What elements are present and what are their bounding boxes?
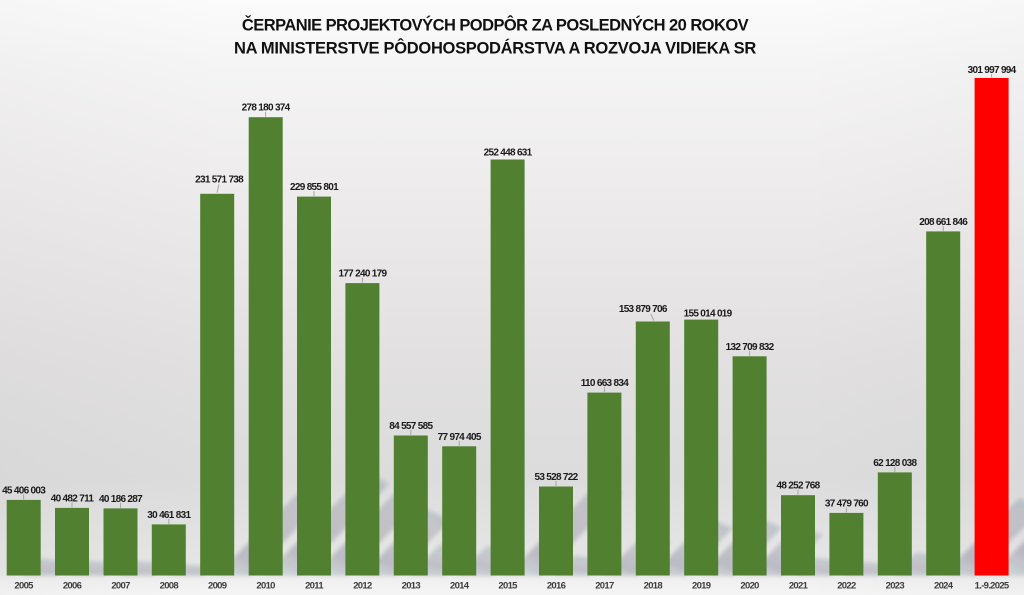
svg-text:208 661 846: 208 661 846 [919, 217, 968, 228]
svg-text:NA MINISTERSTVE PÔDOHOSPODÁRST: NA MINISTERSTVE PÔDOHOSPODÁRSTVA A ROZVO… [234, 39, 756, 58]
svg-text:30 461 831: 30 461 831 [147, 510, 191, 521]
svg-text:2006: 2006 [63, 581, 82, 592]
svg-text:37 479 760: 37 479 760 [825, 498, 869, 509]
svg-text:2007: 2007 [111, 581, 130, 592]
svg-text:2017: 2017 [595, 581, 614, 592]
svg-text:153 879 706: 153 879 706 [619, 304, 668, 315]
svg-text:45 406 003: 45 406 003 [2, 485, 46, 496]
svg-text:84 557 585: 84 557 585 [389, 421, 433, 432]
svg-text:40 186 287: 40 186 287 [99, 494, 143, 505]
svg-text:2024: 2024 [934, 581, 954, 592]
svg-text:48 252 768: 48 252 768 [776, 481, 820, 492]
svg-text:2009: 2009 [208, 581, 227, 592]
svg-text:ČERPANIE PROJEKTOVÝCH PODPÔR Z: ČERPANIE PROJEKTOVÝCH PODPÔR ZA POSLEDNÝ… [242, 16, 749, 35]
svg-text:2022: 2022 [837, 581, 856, 592]
svg-text:110 663 834: 110 663 834 [581, 378, 629, 389]
svg-text:252 448 631: 252 448 631 [484, 148, 533, 159]
svg-text:2021: 2021 [789, 581, 809, 592]
svg-text:2016: 2016 [547, 581, 566, 592]
svg-text:177 240 179: 177 240 179 [338, 269, 387, 280]
svg-text:301 997 994: 301 997 994 [968, 65, 1017, 76]
svg-text:2005: 2005 [14, 581, 34, 592]
svg-text:132 709 832: 132 709 832 [726, 342, 775, 353]
svg-text:2023: 2023 [886, 581, 905, 592]
svg-text:231 571 738: 231 571 738 [195, 174, 244, 185]
svg-text:2014: 2014 [450, 581, 470, 592]
svg-text:53 528 722: 53 528 722 [534, 472, 578, 483]
svg-text:2010: 2010 [256, 581, 275, 592]
svg-text:77 974 405: 77 974 405 [438, 432, 482, 443]
svg-text:2015: 2015 [498, 581, 518, 592]
svg-text:2013: 2013 [402, 581, 421, 592]
svg-text:40 482 711: 40 482 711 [51, 493, 95, 504]
svg-text:2020: 2020 [740, 581, 759, 592]
svg-text:2012: 2012 [353, 581, 372, 592]
svg-text:2008: 2008 [160, 581, 179, 592]
svg-text:229 855 801: 229 855 801 [290, 182, 339, 193]
svg-text:1.-9.2025: 1.-9.2025 [975, 581, 1010, 592]
svg-text:2019: 2019 [692, 581, 711, 592]
svg-text:62 128 038: 62 128 038 [873, 458, 917, 469]
svg-text:278 180 374: 278 180 374 [242, 103, 291, 114]
svg-text:2011: 2011 [305, 581, 324, 592]
svg-text:2018: 2018 [644, 581, 663, 592]
svg-text:155 014 019: 155 014 019 [684, 309, 733, 320]
